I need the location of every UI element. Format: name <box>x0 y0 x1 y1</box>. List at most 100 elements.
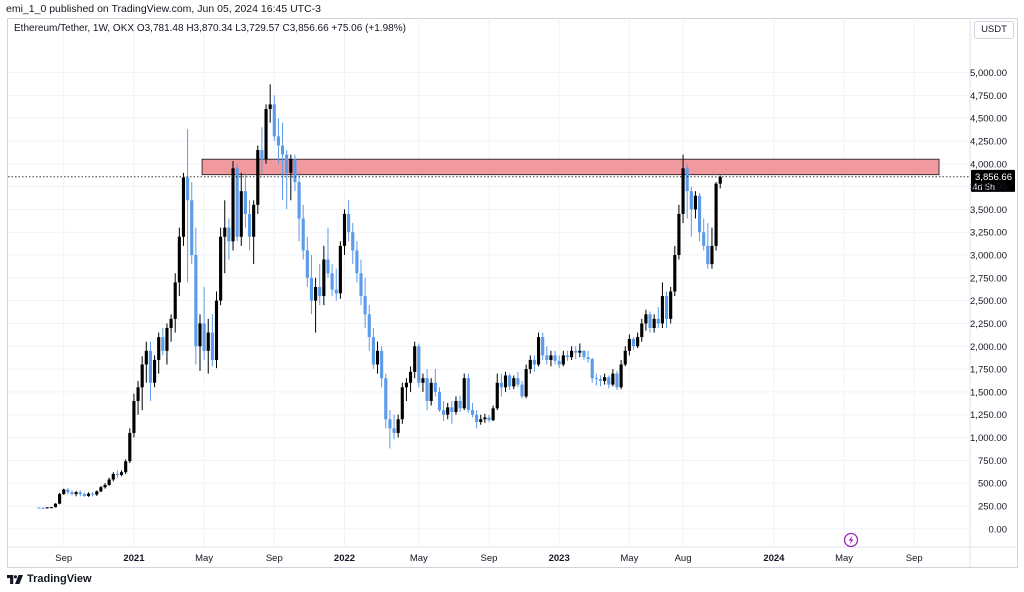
tradingview-logo-icon <box>7 574 23 584</box>
candle <box>111 472 115 482</box>
candle <box>437 387 442 412</box>
candle <box>99 485 103 493</box>
y-tick-label: 0.00 <box>989 524 1008 535</box>
candle-body <box>318 286 322 297</box>
candle-body <box>429 382 433 401</box>
candle-body <box>95 491 99 495</box>
candle-body <box>536 337 541 365</box>
y-tick-label: 1,250.00 <box>970 410 1007 421</box>
candle <box>570 346 574 360</box>
currency-button[interactable]: USDT <box>974 21 1014 39</box>
candle <box>78 490 82 497</box>
candle-body <box>309 277 314 301</box>
candle-body <box>276 136 281 146</box>
candle-body <box>140 364 144 388</box>
candle <box>433 369 437 397</box>
price-tag-countdown: 4d 5h <box>972 182 995 192</box>
candle <box>322 245 326 306</box>
candle-body <box>693 195 698 210</box>
candle <box>177 227 181 297</box>
y-tick-label: 2,750.00 <box>970 273 1007 284</box>
candle <box>640 318 644 342</box>
candle-body <box>128 432 132 462</box>
candle <box>578 343 582 358</box>
candle-body <box>157 337 161 360</box>
x-tick-label: Sep <box>55 553 72 564</box>
x-tick-label: May <box>620 553 638 564</box>
candle-body <box>487 417 491 421</box>
candle-body <box>210 332 214 360</box>
candle-body <box>623 350 627 365</box>
candle-body <box>413 346 417 372</box>
candle-body <box>520 384 524 397</box>
candle-body <box>553 355 557 361</box>
candle-body <box>697 195 702 233</box>
candle-body <box>289 159 293 173</box>
candle <box>697 192 702 242</box>
candle-body <box>664 296 669 319</box>
candle-body <box>181 177 186 237</box>
price-axis[interactable]: 0.00 250.00 500.00 750.00 1,000.00 1,250.00 1,… <box>969 19 1008 567</box>
y-tick-label: 2,000.00 <box>970 342 1007 353</box>
candle <box>636 332 640 349</box>
candle-body <box>338 245 342 294</box>
x-tick-label: Sep <box>481 553 498 564</box>
resistance-zone-layer <box>201 158 940 176</box>
candle-body <box>524 369 528 397</box>
candle <box>404 378 408 401</box>
candle-body <box>144 350 148 365</box>
candle-body <box>371 337 375 365</box>
candle-body <box>594 378 598 380</box>
candle <box>520 380 524 399</box>
candle <box>408 366 413 392</box>
candle <box>677 204 681 260</box>
candle-body <box>58 494 62 504</box>
candle <box>479 414 483 425</box>
chart-frame <box>7 18 1018 568</box>
candle <box>206 318 210 374</box>
candle-body <box>119 472 124 475</box>
candle-body <box>384 378 388 420</box>
candle-body <box>247 213 252 237</box>
candle-body <box>41 507 45 509</box>
candle-body <box>685 168 689 192</box>
candle-body <box>161 337 165 351</box>
event-icon[interactable] <box>843 532 859 548</box>
candle-body <box>466 378 470 411</box>
candle <box>318 264 322 306</box>
candle-body <box>528 359 532 370</box>
candle <box>710 227 714 269</box>
y-tick-label: 3,750.00 <box>970 182 1007 193</box>
candle-body <box>561 355 565 365</box>
candle <box>227 218 231 260</box>
candle <box>45 507 49 509</box>
candle <box>619 359 623 390</box>
candle-body <box>45 507 49 509</box>
footer-brand[interactable]: TradingView <box>7 573 92 585</box>
candle <box>181 172 186 246</box>
candle <box>276 118 281 164</box>
candle-body <box>470 410 475 415</box>
candle-body <box>305 250 309 278</box>
candle-body <box>74 492 78 495</box>
candle <box>297 172 301 242</box>
candle-body <box>710 245 714 265</box>
candle <box>157 332 161 374</box>
price-tag-value: 3,856.66 <box>975 172 1012 183</box>
candle <box>623 346 627 367</box>
candle <box>305 236 309 287</box>
candle <box>119 470 124 477</box>
candle-body <box>136 387 140 401</box>
candle-body <box>408 371 413 383</box>
y-tick-label: 3,000.00 <box>970 251 1007 262</box>
candle-body <box>565 355 570 358</box>
candle <box>247 200 252 251</box>
candle-body <box>268 104 272 109</box>
candle-body <box>508 375 512 387</box>
candle-body <box>367 314 371 338</box>
time-axis[interactable]: Sep 2021 May Sep 2022 May Sep 2023 May Aug 2024 May… <box>8 546 1017 564</box>
candle <box>363 277 367 328</box>
candle <box>627 334 631 356</box>
candle <box>91 492 95 497</box>
